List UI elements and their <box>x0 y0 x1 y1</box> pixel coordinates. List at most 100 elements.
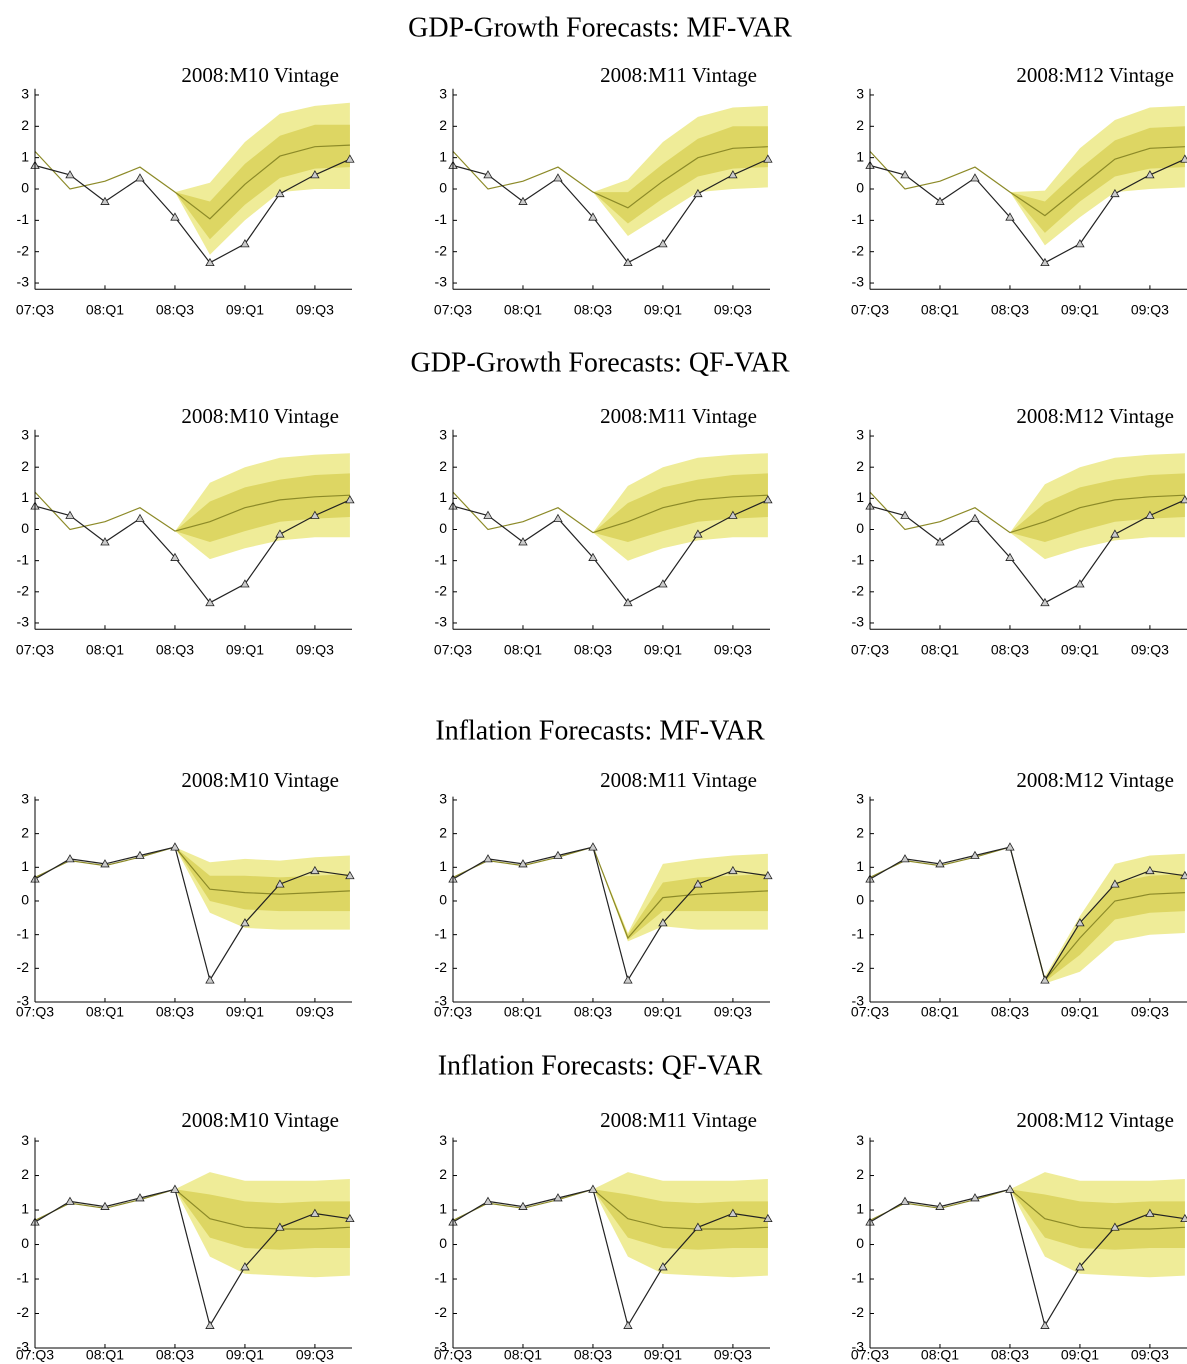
series-line <box>869 499 1186 604</box>
marker <box>658 1262 668 1271</box>
marker <box>1040 597 1050 607</box>
marker <box>900 510 910 519</box>
x-tick-label: 07:Q3 <box>851 642 889 658</box>
series-line <box>452 499 769 604</box>
marker <box>65 854 75 863</box>
marker <box>310 170 320 179</box>
y-tick-label: 2 <box>856 458 864 474</box>
marker <box>763 154 773 163</box>
marker <box>240 1262 250 1271</box>
y-tick-label: 1 <box>856 858 864 874</box>
y-tick-label: -3 <box>17 614 30 630</box>
marker <box>135 850 145 859</box>
x-tick-label: 09:Q1 <box>644 642 682 658</box>
x-tick-label: 07:Q3 <box>434 302 472 318</box>
marker <box>553 173 563 182</box>
marker <box>658 239 668 248</box>
marker <box>1075 1262 1085 1271</box>
panel-title: 2008:M11 Vintage <box>600 768 757 792</box>
y-tick-label: 0 <box>21 892 29 908</box>
y-tick-label: -2 <box>17 583 30 599</box>
marker <box>728 510 738 519</box>
marker <box>205 597 215 607</box>
y-tick-label: 1 <box>21 1201 29 1217</box>
marker <box>935 537 945 546</box>
confidence-band <box>593 1189 768 1250</box>
x-tick-label: 08:Q1 <box>921 1004 959 1020</box>
series-line <box>452 146 768 209</box>
marker <box>275 529 285 538</box>
y-tick-label: 1 <box>856 148 864 164</box>
y-tick-label: 2 <box>21 824 29 840</box>
y-tick-label: -1 <box>852 925 865 941</box>
marker <box>135 1193 145 1202</box>
marker <box>1110 879 1120 888</box>
y-tick-label: -3 <box>17 1339 30 1355</box>
x-tick-label: 09:Q1 <box>1061 1004 1099 1020</box>
marker <box>588 1184 598 1193</box>
series-line <box>452 1188 768 1230</box>
marker <box>1040 975 1050 984</box>
x-tick-label: 09:Q1 <box>1061 1347 1099 1363</box>
marker <box>100 1201 110 1210</box>
panel-title: 2008:M11 Vintage <box>600 63 757 87</box>
marker <box>170 842 180 851</box>
marker <box>65 170 75 179</box>
marker <box>170 1184 180 1193</box>
y-tick-label: 2 <box>856 1166 864 1182</box>
marker <box>900 854 910 863</box>
marker <box>588 552 598 561</box>
x-tick-label: 09:Q1 <box>1061 642 1099 658</box>
x-tick-label: 09:Q3 <box>1131 1347 1169 1363</box>
x-tick-label: 08:Q1 <box>504 642 542 658</box>
y-tick-label: 1 <box>21 148 29 164</box>
x-tick-label: 08:Q1 <box>86 642 124 658</box>
marker <box>693 529 703 538</box>
y-tick-label: 2 <box>21 117 29 133</box>
y-tick-label: -1 <box>852 1270 865 1286</box>
y-tick-label: -1 <box>852 211 865 227</box>
marker <box>588 842 598 851</box>
series-line <box>34 499 351 604</box>
x-tick-label: 07:Q3 <box>851 1347 889 1363</box>
marker <box>345 1213 355 1223</box>
x-tick-label: 08:Q3 <box>156 642 194 658</box>
marker <box>658 579 668 588</box>
series-line <box>869 1188 1185 1328</box>
marker <box>1040 257 1050 267</box>
y-tick-label: 1 <box>439 858 447 874</box>
x-tick-label: 08:Q3 <box>991 1347 1029 1363</box>
x-tick-label: 09:Q3 <box>714 1347 752 1363</box>
marker <box>100 859 110 868</box>
y-tick-label: -2 <box>435 1304 448 1320</box>
marker <box>693 188 703 198</box>
marker <box>1145 510 1155 519</box>
section-title: Inflation Forecasts: MF-VAR <box>435 715 765 746</box>
marker <box>310 510 320 519</box>
marker <box>345 154 355 163</box>
panel-title: 2008:M10 Vintage <box>181 63 339 87</box>
x-tick-label: 08:Q3 <box>574 642 612 658</box>
section-title: GDP-Growth Forecasts: MF-VAR <box>408 12 792 43</box>
panel-title: 2008:M12 Vintage <box>1016 768 1174 792</box>
y-tick-label: -2 <box>852 583 865 599</box>
marker <box>693 879 703 888</box>
series-line <box>34 846 350 895</box>
confidence-band <box>1010 847 1185 982</box>
y-tick-label: 0 <box>856 892 864 908</box>
x-tick-label: 08:Q3 <box>574 302 612 318</box>
x-tick-label: 08:Q3 <box>156 1004 194 1020</box>
x-tick-label: 07:Q3 <box>434 1004 472 1020</box>
y-tick-label: 1 <box>856 489 864 505</box>
y-tick-label: 0 <box>856 1235 864 1251</box>
y-tick-label: 1 <box>439 148 447 164</box>
marker <box>240 579 250 588</box>
panel-title: 2008:M12 Vintage <box>1016 1108 1174 1132</box>
y-tick-label: 3 <box>439 791 447 807</box>
panel-title: 2008:M11 Vintage <box>600 1108 757 1132</box>
panel-title: 2008:M11 Vintage <box>600 404 757 428</box>
series-line <box>452 491 768 534</box>
x-tick-label: 08:Q3 <box>574 1347 612 1363</box>
y-tick-label: 1 <box>439 1201 447 1217</box>
